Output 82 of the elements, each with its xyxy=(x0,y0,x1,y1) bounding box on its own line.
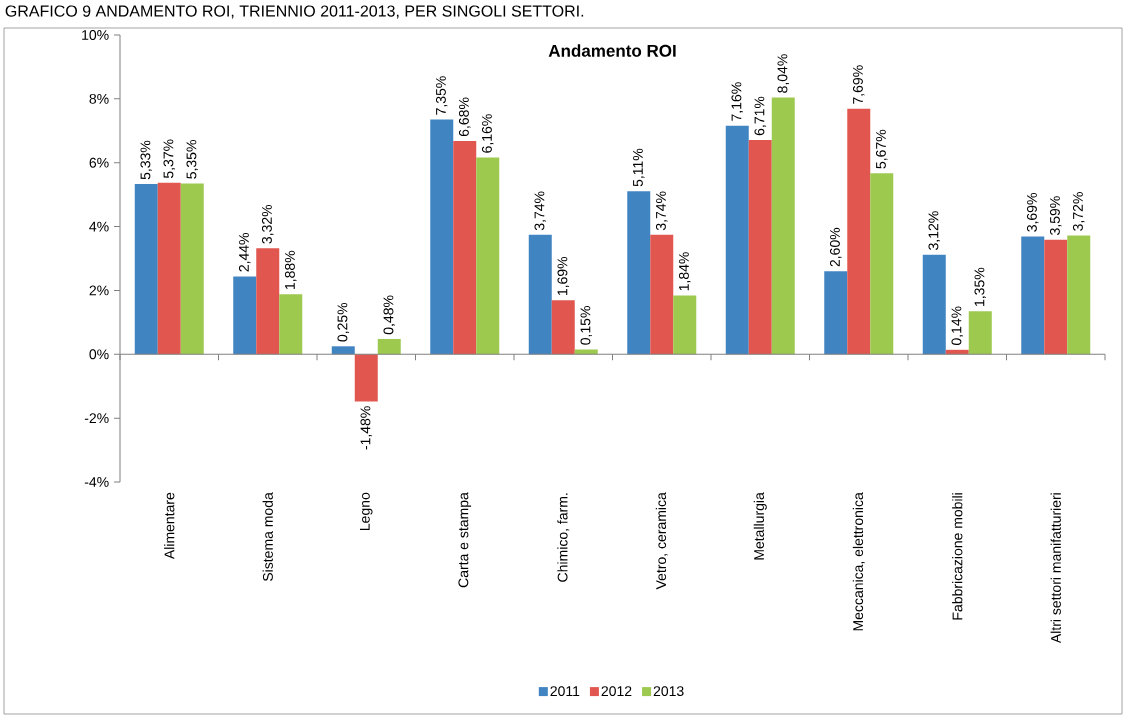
chart-title: Andamento ROI xyxy=(548,44,676,57)
data-label: 7,69% xyxy=(852,65,865,104)
data-label: 2,60% xyxy=(829,227,842,267)
x-tick-label: Altri settori manifatturieri xyxy=(1050,493,1061,644)
bar xyxy=(1021,236,1045,355)
data-label: 7,35% xyxy=(435,76,448,115)
y-tick-label: -2% xyxy=(84,413,109,424)
x-tick-label: Carta e stampa xyxy=(458,492,472,588)
bar xyxy=(627,191,651,355)
bar xyxy=(256,248,280,355)
bar xyxy=(528,234,552,355)
bar xyxy=(771,97,795,355)
bar xyxy=(1067,235,1091,355)
data-label: 5,35% xyxy=(186,140,199,179)
bar xyxy=(922,254,946,355)
bar xyxy=(968,311,992,355)
data-label: -1,48% xyxy=(360,406,373,450)
bar xyxy=(233,276,257,355)
x-tick-label: Legno xyxy=(359,492,373,530)
bar xyxy=(453,141,477,355)
data-label: 1,69% xyxy=(557,256,570,296)
data-label: 3,12% xyxy=(928,211,941,250)
data-label: 5,67% xyxy=(875,129,888,169)
data-label: 6,16% xyxy=(481,114,494,153)
x-tick-label: Chimico, farm. xyxy=(557,493,570,582)
bar xyxy=(673,295,697,355)
data-label: 5,11% xyxy=(633,148,645,187)
y-tick-label: 2% xyxy=(89,285,109,296)
x-tick-label: Meccanica, elettronica xyxy=(852,492,865,631)
bar xyxy=(331,346,355,355)
bar xyxy=(1044,239,1068,355)
bar xyxy=(748,140,772,355)
y-tick-label: 0% xyxy=(89,349,109,360)
bar xyxy=(650,234,674,355)
text: GRAFICO 9 ANDAMENTO ROI, TRIENNIO 2011-2013, PER SINGOLI SETTORI. xyxy=(5,5,584,19)
data-label: 5,33% xyxy=(140,140,153,180)
bar xyxy=(824,271,848,355)
bar xyxy=(157,182,181,355)
bar xyxy=(377,338,401,355)
data-label: 3,74% xyxy=(534,191,547,231)
bar xyxy=(574,349,598,355)
bar xyxy=(279,294,303,355)
data-label: 8,04% xyxy=(777,54,790,93)
data-label: 0,15% xyxy=(580,306,593,345)
data-label: 1,84% xyxy=(678,252,691,291)
data-label: 3,69% xyxy=(1026,193,1039,232)
x-tick-label: Fabbricazione mobili xyxy=(952,493,963,620)
bar xyxy=(476,157,500,355)
y-tick-label: 10% xyxy=(82,30,109,40)
data-label: 0,14% xyxy=(951,306,964,346)
y-tick-label: -4% xyxy=(84,477,109,487)
data-label: 3,72% xyxy=(1072,192,1085,231)
y-tick-label: 8% xyxy=(89,93,109,104)
legend-label: 2013 xyxy=(653,686,684,697)
x-tick-label: Alimentare xyxy=(164,492,175,560)
data-label: 0,25% xyxy=(337,302,350,342)
bar xyxy=(134,184,158,355)
data-label: 3,59% xyxy=(1049,196,1062,235)
legend-label: 2011 xyxy=(550,686,580,697)
data-label: 7,16% xyxy=(731,82,744,121)
bar xyxy=(180,183,204,355)
bar xyxy=(430,119,454,355)
data-label: 6,71% xyxy=(754,96,767,136)
bar xyxy=(551,300,575,355)
y-tick-label: 6% xyxy=(89,157,109,168)
x-tick-label: Vetro, ceramica xyxy=(655,492,668,590)
data-label: 1,35% xyxy=(974,267,987,306)
data-label: 3,32% xyxy=(261,204,274,244)
data-label: 6,68% xyxy=(458,97,471,137)
data-label: 2,44% xyxy=(238,232,251,272)
bar xyxy=(870,173,894,355)
legend-label: 2012 xyxy=(601,686,632,697)
y-tick-label: 4% xyxy=(89,221,109,232)
data-label: 3,74% xyxy=(655,191,668,231)
bar xyxy=(847,108,871,355)
x-tick-label: Sistema moda xyxy=(262,492,273,582)
x-tick-label: Metallurgia xyxy=(753,492,767,560)
bar xyxy=(354,354,378,402)
data-label: 5,37% xyxy=(163,139,176,179)
data-label: 0,48% xyxy=(383,295,396,335)
bar xyxy=(725,125,749,355)
data-label: 1,88% xyxy=(284,250,297,289)
